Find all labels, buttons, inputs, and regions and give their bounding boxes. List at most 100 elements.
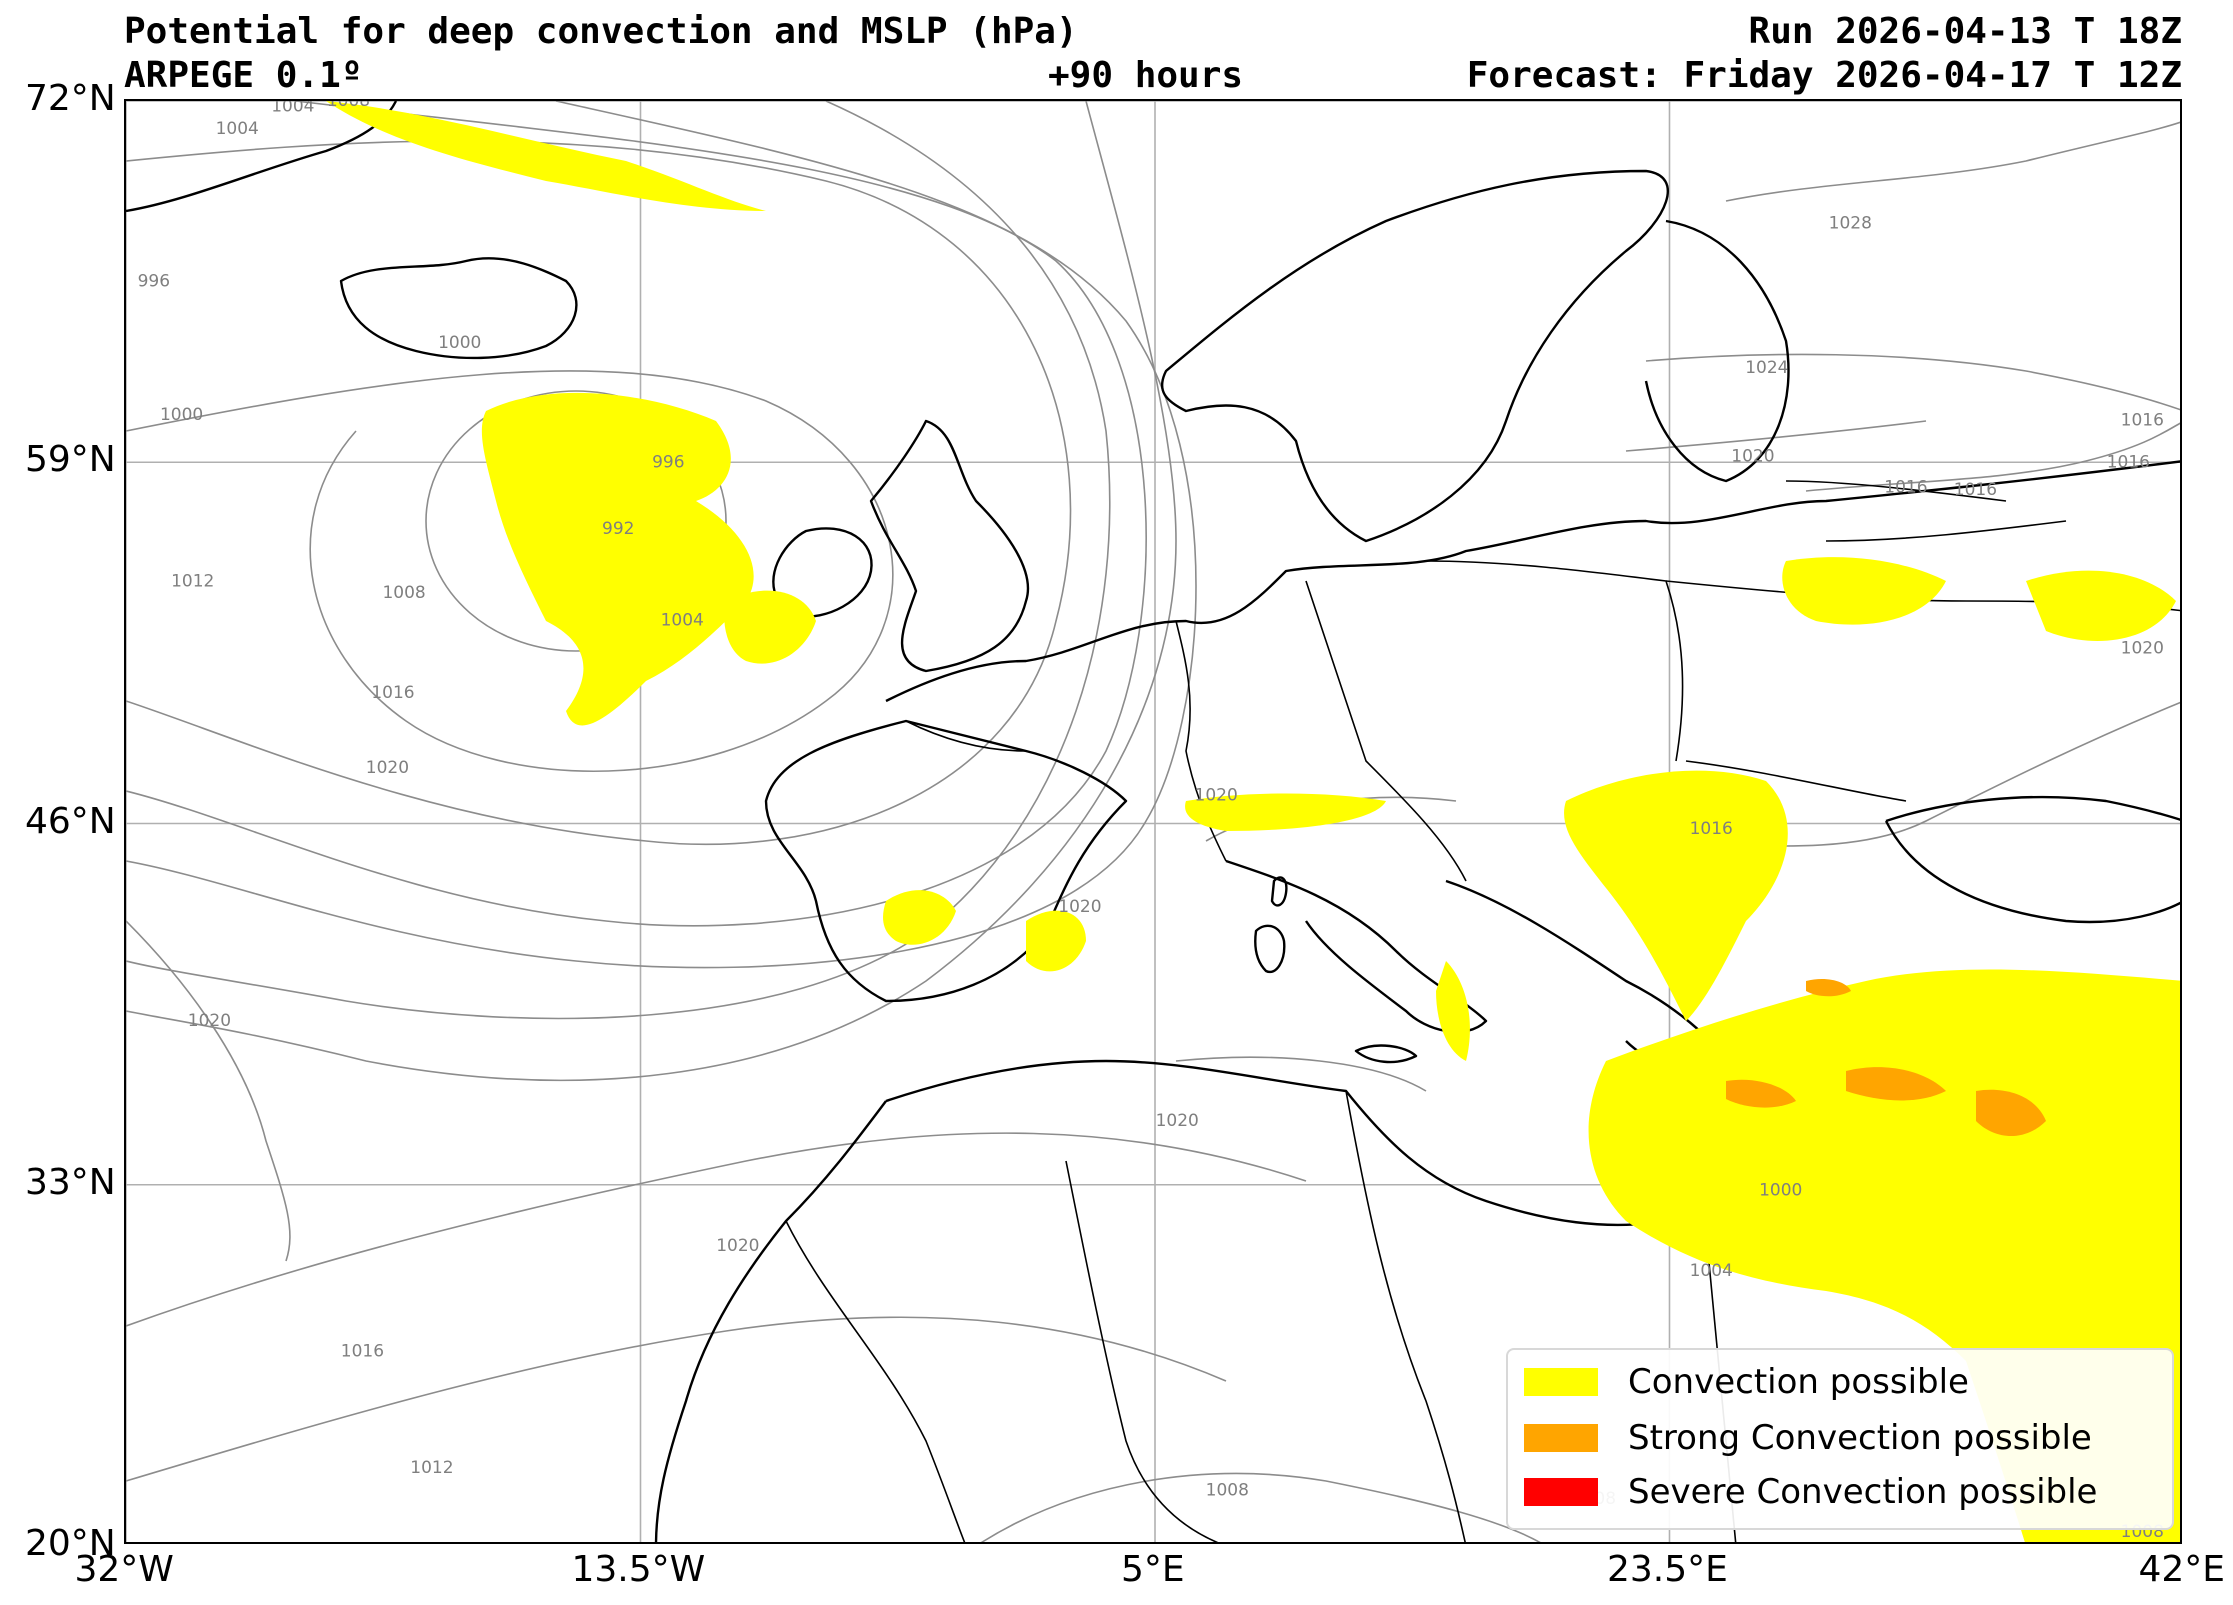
- isobar-label-23: 1020: [1058, 897, 1101, 917]
- isobar-label-0: 1004: [216, 119, 259, 139]
- isobar-label-26: 1024: [1745, 358, 1788, 378]
- legend-label-strong-convection: Strong Convection possible: [1628, 1418, 2092, 1458]
- convection-area-atlantic-low: [481, 392, 754, 726]
- lead-time: +90 hours: [1048, 55, 1244, 96]
- isobar-label-31: 1016: [2107, 452, 2150, 472]
- convection-area-iberia-2: [1026, 910, 1086, 972]
- lat-tick-label-3: 33°N: [25, 1161, 116, 1203]
- convection-area-italy: [1436, 961, 1470, 1061]
- lon-tick-label-3: 23.5°E: [1607, 1549, 1728, 1590]
- isobar-1012-b: [126, 1316, 1227, 1482]
- isobar-label-27: 1028: [1829, 213, 1872, 233]
- isobar-label-17: 1008: [1206, 1480, 1249, 1500]
- lon-tick-label-4: 42°E: [2138, 1549, 2226, 1590]
- lon-tick-label-2: 5°E: [1121, 1549, 1185, 1590]
- legend: Convection possible Strong Convection po…: [1506, 1348, 2174, 1530]
- legend-label-convection: Convection possible: [1628, 1362, 1969, 1402]
- legend-swatch-severe-convection: [1524, 1478, 1598, 1506]
- isobar-label-1: 1004: [271, 101, 314, 117]
- convection-area-strong-4: [1806, 979, 1851, 997]
- convection-area-strong-1: [1846, 1067, 1946, 1101]
- isobar-label-9: 1008: [382, 583, 425, 603]
- isobar-lines: [126, 101, 2180, 1542]
- isobar-1020: [126, 101, 1177, 1082]
- convection-area-alps: [1185, 793, 1386, 831]
- legend-label-severe-convection: Severe Convection possible: [1628, 1472, 2098, 1512]
- isobar-1016: [126, 101, 1111, 1020]
- finland-coast: [1644, 219, 1790, 483]
- corsica: [1270, 876, 1288, 907]
- lat-tick-label-1: 59°N: [25, 439, 116, 481]
- isobar-value-labels: 1004 1004 1008 996 1000 1000 996 992 1012 1008 100…: [138, 101, 2164, 1542]
- convection-area-strong-3: [1726, 1079, 1796, 1108]
- sardinia: [1254, 924, 1286, 974]
- isobar-1008: [126, 101, 1147, 927]
- isobar-label-16: 1012: [410, 1458, 453, 1478]
- border-africa-3: [1345, 1090, 1466, 1542]
- chart-title: Potential for deep convection and MSLP (…: [124, 11, 1078, 52]
- isobar-label-20: 1000: [1759, 1180, 1802, 1200]
- convection-area-iberia: [883, 890, 956, 945]
- sicily: [1354, 1044, 1418, 1064]
- britain-coast: [869, 419, 1030, 673]
- convection-area-ireland: [724, 590, 816, 664]
- isobar-label-32: 1020: [2121, 638, 2164, 658]
- isobar-label-15: 1016: [341, 1341, 384, 1361]
- border-africa-1: [785, 1220, 966, 1542]
- black-sea-coast: [1884, 795, 2180, 924]
- forecast-time: Forecast: Friday 2026-04-17 T 12Z: [1466, 55, 2182, 96]
- lon-tick-label-1: 13.5°W: [571, 1549, 706, 1590]
- convection-areas: [326, 101, 2180, 1542]
- iberia-coast: [764, 719, 1128, 1003]
- border-africa-2: [1065, 1160, 1219, 1542]
- isobar-1000: [126, 370, 894, 772]
- convection-area-belarus: [2026, 570, 2176, 641]
- isobar-label-22: 1020: [1195, 786, 1238, 806]
- model-name: ARPEGE 0.1º: [124, 55, 363, 96]
- legend-item-severe-convection: Severe Convection possible: [1524, 1472, 2097, 1512]
- isobar-label-12: 1020: [366, 758, 409, 778]
- border-ukraine: [1685, 760, 1907, 802]
- isobar-label-5: 1000: [160, 405, 203, 425]
- isobar-label-21: 1020: [1156, 1111, 1199, 1131]
- border-france-germany: [1175, 620, 1227, 862]
- lat-tick-label-2: 46°N: [25, 800, 116, 842]
- map-panel: 1004 1004 1008 996 1000 1000 996 992 1012 1008 100…: [124, 99, 2182, 1544]
- isobar-label-7: 992: [602, 519, 634, 539]
- legend-item-convection: Convection possible: [1524, 1362, 1969, 1402]
- isobar-1012: [126, 101, 1197, 969]
- isobar-label-25: 1020: [1731, 447, 1774, 467]
- isobar-label-19: 1004: [1690, 1261, 1733, 1281]
- border-spain-france: [905, 720, 1027, 752]
- isobar-label-2: 1008: [327, 101, 370, 111]
- lon-tick-label-0: 32°W: [74, 1549, 174, 1590]
- isobar-label-10: 1004: [661, 611, 704, 631]
- border-poland: [1425, 560, 1684, 762]
- legend-swatch-strong-convection: [1524, 1424, 1598, 1452]
- isobar-label-4: 1000: [438, 333, 481, 353]
- map-canvas: 1004 1004 1008 996 1000 1000 996 992 1012 1008 100…: [126, 101, 2180, 1542]
- isobar-label-11: 1016: [371, 683, 414, 703]
- isobar-1004: [126, 140, 1072, 846]
- isobar-label-6: 996: [652, 452, 684, 472]
- isobar-1008-b: [980, 1472, 1541, 1542]
- italy-coast: [1225, 859, 1488, 1034]
- convection-area-north-sea: [326, 101, 766, 211]
- isobar-1028: [1725, 121, 2180, 202]
- isobar-1020-e: [1175, 1056, 1427, 1092]
- run-time: Run 2026-04-13 T 18Z: [1748, 11, 2182, 52]
- isobar-1024: [1645, 353, 2180, 411]
- lat-tick-label-0: 72°N: [25, 78, 116, 119]
- ireland-coast: [772, 527, 873, 618]
- lat-tick-label-4: 20°N: [25, 1523, 116, 1564]
- graticule: [126, 101, 2180, 1542]
- isobar-1016-c: [1805, 422, 2180, 492]
- iceland-coast: [339, 257, 578, 360]
- isobar-996: [425, 390, 727, 652]
- isobar-1020-b: [126, 920, 291, 1262]
- convection-area-balkans: [1564, 770, 1788, 1021]
- isobar-label-30: 1016: [2121, 411, 2164, 431]
- coastlines: [126, 101, 2180, 1542]
- isobar-1016-b: [126, 1132, 1307, 1327]
- isobar-label-14: 1020: [716, 1236, 759, 1256]
